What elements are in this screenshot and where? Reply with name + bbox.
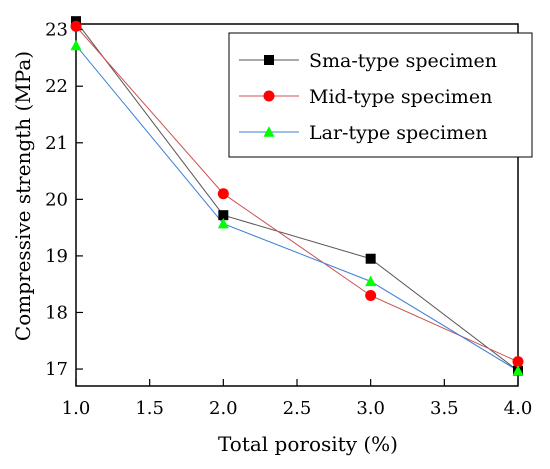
data-point — [512, 364, 524, 376]
series-1 — [75, 20, 519, 372]
y-tick-label: 23 — [45, 20, 68, 41]
data-point — [70, 20, 82, 32]
series-2 — [75, 25, 519, 363]
x-tick-label: 1.0 — [62, 398, 91, 419]
legend-item: Lar-type specimen — [239, 122, 488, 144]
y-tick-label: 21 — [45, 133, 68, 154]
data-point — [218, 210, 229, 221]
axes: 1.0 1.5 2.0 2.5 3.0 3.5 4.0 17 18 19 20 21 22 23 — [45, 20, 532, 419]
y-tick-label: 17 — [45, 359, 68, 380]
legend-marker — [264, 55, 274, 65]
x-axis-title: Total porosity (%) — [218, 432, 398, 456]
legend-label: Lar-type specimen — [309, 122, 488, 144]
series-line — [75, 25, 519, 363]
data-point — [512, 356, 524, 368]
legend: Sma-type specimen Mid-type specimen Lar-ty… — [228, 32, 533, 158]
series-markers-3 — [70, 39, 524, 376]
legend-marker — [263, 90, 275, 102]
data-point — [217, 217, 229, 229]
series-line — [75, 20, 519, 372]
x-tick-label: 3.0 — [356, 398, 385, 419]
x-tick-label: 3.5 — [430, 398, 459, 419]
y-tick-label: 22 — [45, 76, 68, 97]
y-tick-label: 18 — [45, 302, 68, 323]
data-point — [365, 253, 376, 264]
series-3 — [75, 45, 519, 372]
data-point — [365, 275, 377, 287]
y-tick-label: 19 — [45, 246, 68, 267]
legend-label: Mid-type specimen — [309, 86, 492, 108]
series-line — [75, 45, 519, 372]
series-layer — [70, 16, 524, 376]
x-tick-label: 2.5 — [283, 398, 312, 419]
x-tick-label: 4.0 — [504, 398, 533, 419]
series-markers-2 — [70, 20, 524, 368]
data-point — [365, 290, 377, 301]
data-point — [70, 39, 82, 51]
legend-item: Mid-type specimen — [239, 86, 492, 108]
data-point — [217, 188, 229, 200]
x-tick-label: 1.5 — [135, 398, 164, 419]
legend-box — [228, 32, 533, 158]
legend-marker — [263, 126, 275, 137]
x-tick-label: 2.0 — [209, 398, 238, 419]
y-tick-label: 20 — [45, 189, 68, 210]
legend-item: Sma-type specimen — [239, 50, 497, 72]
y-axis-title: Compressive strength (MPa) — [11, 51, 35, 341]
legend-label: Sma-type specimen — [309, 50, 497, 72]
